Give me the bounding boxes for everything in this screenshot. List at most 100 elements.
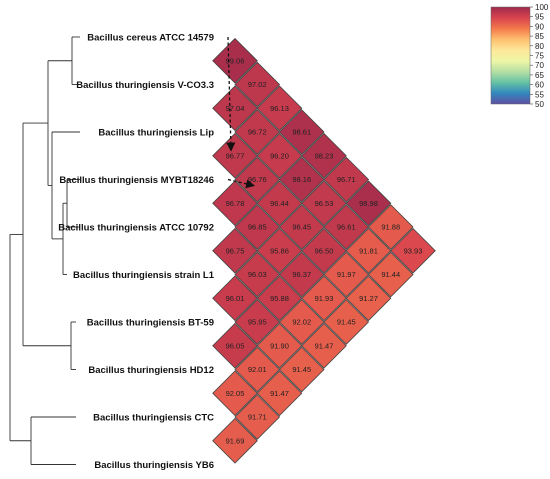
- cell-value-label: 92.02: [292, 318, 311, 327]
- cell-value-label: 91.97: [337, 270, 356, 279]
- cell-value-label: 98.23: [315, 151, 334, 160]
- heatmap-cell: [234, 299, 281, 345]
- colorbar-tick-label: 70: [535, 61, 544, 70]
- strain-label: Bacillus thuringiensis MYBT18246: [59, 175, 214, 186]
- colorbar-tick-label: 75: [535, 52, 544, 61]
- heatmap-cell: [234, 156, 281, 203]
- cell-value-label: 95.88: [270, 294, 289, 303]
- strain-label: Bacillus thuringiensis CTC: [93, 413, 214, 424]
- cell-value-label: 96.20: [270, 151, 289, 160]
- phylogenetic-tree: [9, 36, 80, 465]
- cell-value-label: 96.13: [270, 104, 289, 113]
- heatmap-cells: 99.06 97.02 96.13 98.61 98.23 96.71 98.98 91.88…: [212, 37, 436, 464]
- strain-label: Bacillus thuringiensis Lip: [98, 128, 214, 139]
- cell-value-label: 91.93: [315, 294, 334, 303]
- heatmap-cell: [234, 204, 281, 250]
- heatmap-cell: [301, 227, 347, 274]
- colorbar-tick-label: 85: [535, 32, 544, 41]
- cell-value-label: 91.88: [381, 223, 400, 232]
- heatmap-cell: [256, 85, 303, 132]
- heatmap-cell: [234, 61, 281, 108]
- cell-value-label: 96.50: [315, 246, 334, 255]
- cell-value-label: 98.16: [292, 175, 311, 184]
- heatmap-cell: [212, 132, 258, 179]
- heatmap-cell: [345, 275, 392, 322]
- colorbar: [490, 6, 531, 105]
- cell-value-label: 98.61: [292, 128, 311, 137]
- strain-label: Bacillus thuringiensis BT-59: [87, 318, 214, 329]
- cell-value-label: 96.76: [248, 175, 267, 184]
- strain-label: Bacillus cereus ATCC 14579: [87, 33, 214, 44]
- heatmap-cell: [212, 275, 258, 322]
- colorbar-tick-label: 95: [535, 13, 544, 22]
- cell-value-label: 91.71: [248, 413, 267, 422]
- heatmap-cell: [212, 370, 258, 417]
- heatmap-cell: [256, 132, 303, 179]
- colorbar-tick-label: 100: [535, 3, 549, 12]
- cell-value-label: 91.45: [292, 365, 311, 374]
- heatmap-cell: [301, 322, 347, 369]
- colorbar-tick-label: 60: [535, 81, 544, 90]
- heatmap-cell: [212, 180, 258, 227]
- cell-value-label: 96.37: [292, 270, 311, 279]
- heatmap-cell: [256, 322, 303, 369]
- strain-label: Bacillus thuringiensis HD12: [88, 365, 214, 376]
- cell-value-label: 93.93: [404, 246, 423, 255]
- cell-value-label: 92.01: [248, 365, 267, 374]
- cell-value-label: 96.61: [337, 223, 356, 232]
- heatmap-cell: [323, 299, 370, 345]
- cell-value-label: 91.27: [359, 294, 378, 303]
- strain-label: Bacillus thuringiensis strain L1: [73, 270, 215, 281]
- heatmap-cell: [234, 109, 281, 155]
- colorbar-tick-label: 50: [535, 100, 544, 109]
- cell-value-label: 95.95: [248, 318, 267, 327]
- heatmap-cell: [278, 251, 325, 298]
- heatmap-cell: [234, 251, 281, 298]
- cell-value-label: 96.71: [337, 175, 356, 184]
- heatmap-cell: [278, 299, 325, 345]
- heatmap-cell: [234, 394, 281, 440]
- strain-labels: Bacillus cereus ATCC 14579 Bacillus thuri…: [58, 33, 214, 472]
- heatmap-cell: [278, 156, 325, 203]
- heatmap-cell: [345, 180, 392, 227]
- cell-value-label: 91.69: [226, 436, 245, 445]
- heatmap-cell: [367, 204, 414, 250]
- heatmap-cell: [278, 346, 325, 393]
- cell-value-label: 96.85: [248, 223, 267, 232]
- heatmap-cell: [212, 227, 258, 274]
- heatmap-cell: [367, 251, 414, 298]
- cell-value-label: 95.86: [270, 246, 289, 255]
- cell-value-label: 91.44: [381, 270, 400, 279]
- heatmap-cell: [345, 227, 392, 274]
- cell-value-label: 91.47: [270, 389, 289, 398]
- colorbar-tick-label: 65: [535, 71, 544, 80]
- heatmap-cell: [212, 37, 258, 84]
- heatmap-cell: [234, 346, 281, 393]
- heatmap-cell: [256, 180, 303, 227]
- annotation-arrow: [227, 178, 256, 189]
- colorbar-tick-label: 90: [535, 22, 544, 31]
- heatmap-cell: [212, 417, 258, 464]
- cell-value-label: 96.53: [315, 199, 334, 208]
- strain-label: Bacillus thuringiensis YB6: [94, 460, 214, 471]
- heatmap-cell: [256, 275, 303, 322]
- annotation-arrow: [226, 36, 236, 152]
- strain-label: Bacillus thuringiensis V-CO3.3: [76, 80, 214, 91]
- heatmap-cell: [323, 204, 370, 250]
- cell-value-label: 96.44: [270, 199, 289, 208]
- cell-value-label: 91.81: [359, 246, 378, 255]
- heatmap-cell: [301, 132, 347, 179]
- cell-value-label: 97.04: [226, 104, 245, 113]
- cell-value-label: 96.03: [248, 270, 267, 279]
- heatmap-cell: [301, 180, 347, 227]
- heatmap-cell: [323, 156, 370, 203]
- cell-value-label: 96.75: [226, 246, 245, 255]
- cell-value-label: 91.45: [337, 318, 356, 327]
- heatmap-cell: [278, 204, 325, 250]
- cell-value-label: 96.78: [226, 199, 245, 208]
- strain-label: Bacillus thuringiensis ATCC 10792: [58, 223, 214, 234]
- cell-value-label: 96.01: [226, 294, 245, 303]
- colorbar-tick-label: 80: [535, 42, 544, 51]
